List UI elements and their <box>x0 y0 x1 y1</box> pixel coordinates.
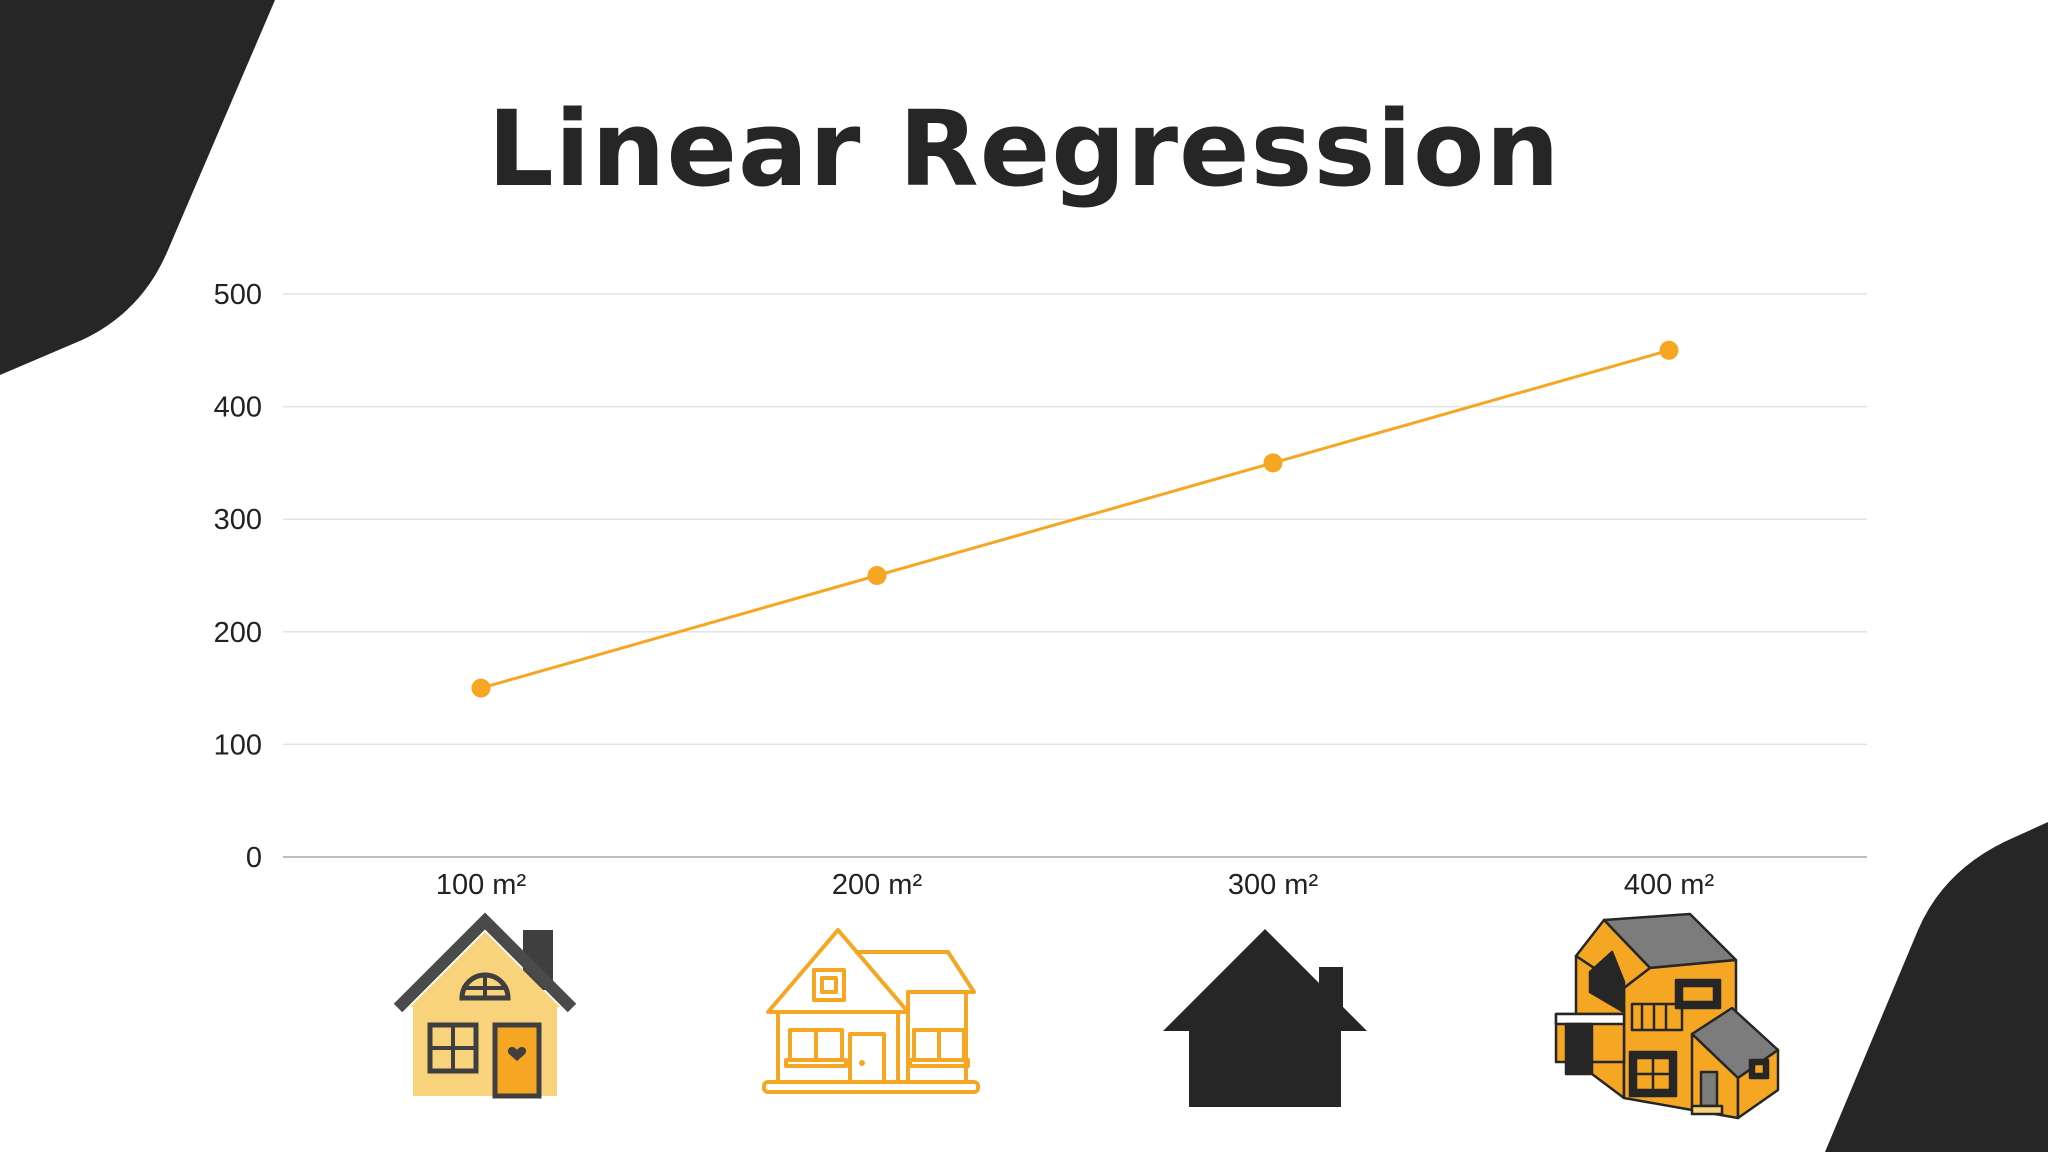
series-line <box>480 348 1670 690</box>
series-layer <box>471 340 1679 698</box>
x-category-label: 100 m² <box>436 869 527 901</box>
data-point <box>1659 340 1679 360</box>
x-category-label: 400 m² <box>1624 869 1715 901</box>
y-axis-ticks: 0 100 200 300 400 500 <box>214 279 262 874</box>
data-point <box>471 678 491 698</box>
house-outline-icon <box>762 928 980 1094</box>
y-tick-label: 300 <box>214 504 262 536</box>
y-tick-label: 0 <box>246 842 262 874</box>
house-yellow-icon <box>393 912 577 1099</box>
y-tick-label: 400 <box>214 392 262 424</box>
top-left-corner-shape <box>0 0 275 375</box>
grid-lines <box>283 293 1867 858</box>
chart-title: Linear Regression <box>487 88 1561 210</box>
house-silhouette-icon <box>1163 929 1367 1107</box>
y-tick-label: 500 <box>214 279 262 311</box>
bottom-right-corner-shape <box>1825 822 2048 1152</box>
x-axis-categories: 100 m² 200 m² 300 m² 400 m² <box>436 869 1715 901</box>
y-tick-label: 200 <box>214 617 262 649</box>
x-category-label: 200 m² <box>832 869 923 901</box>
data-point <box>867 566 887 585</box>
x-category-label: 300 m² <box>1228 869 1319 901</box>
data-point <box>1263 453 1283 473</box>
y-tick-label: 100 <box>214 729 262 761</box>
house-modern-icon <box>1554 912 1780 1120</box>
